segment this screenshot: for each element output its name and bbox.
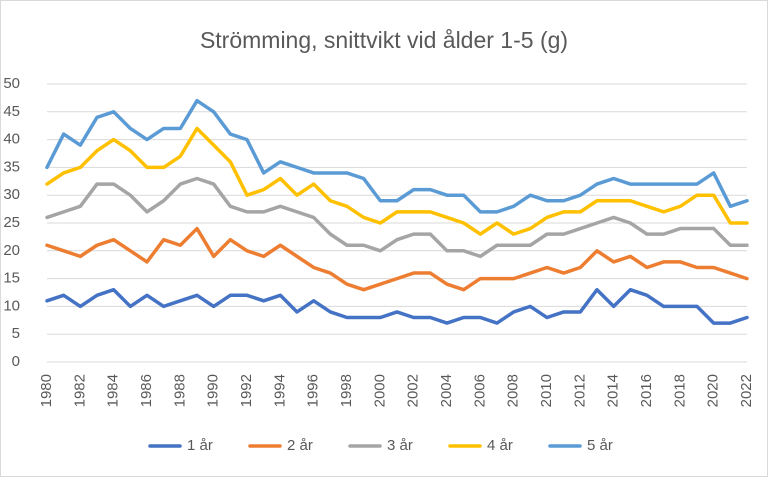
series-line xyxy=(45,98,749,214)
legend-label: 1 år xyxy=(187,437,213,454)
x-tick-label: 2018 xyxy=(671,374,688,407)
legend-label: 5 år xyxy=(587,437,613,454)
x-tick-label: 2000 xyxy=(371,374,388,407)
x-tick-label: 1980 xyxy=(38,374,55,407)
x-tick-label: 2002 xyxy=(405,374,422,407)
x-tick-label: 1998 xyxy=(338,374,355,407)
legend-label: 4 år xyxy=(487,437,513,454)
y-tick-label: 25 xyxy=(3,214,20,231)
x-tick-label: 2016 xyxy=(638,374,655,407)
y-tick-label: 20 xyxy=(3,242,20,259)
x-tick-label: 2014 xyxy=(605,374,622,407)
series-line xyxy=(45,287,749,325)
x-tick-label: 2020 xyxy=(705,374,722,407)
legend-label: 3 år xyxy=(387,437,413,454)
x-tick-label: 1988 xyxy=(171,374,188,407)
y-tick-label: 15 xyxy=(3,270,20,287)
y-tick-label: 40 xyxy=(3,131,20,148)
y-tick-label: 0 xyxy=(12,353,20,370)
y-tick-label: 35 xyxy=(3,158,20,175)
x-tick-label: 2012 xyxy=(571,374,588,407)
x-tick-label: 2022 xyxy=(738,374,755,407)
x-tick-label: 1986 xyxy=(138,374,155,407)
x-tick-label: 1982 xyxy=(71,374,88,407)
y-tick-label: 10 xyxy=(3,297,20,314)
y-tick-label: 30 xyxy=(3,186,20,203)
x-tick-label: 1992 xyxy=(238,374,255,407)
y-tick-label: 5 xyxy=(12,325,20,342)
y-tick-label: 50 xyxy=(3,75,20,92)
x-tick-label: 1996 xyxy=(305,374,322,407)
y-tick-label: 45 xyxy=(3,103,20,120)
x-tick-label: 1990 xyxy=(205,374,222,407)
x-tick-label: 2008 xyxy=(505,374,522,407)
x-tick-label: 2004 xyxy=(438,374,455,407)
legend-label: 2 år xyxy=(287,437,313,454)
x-tick-label: 2010 xyxy=(538,374,555,407)
series-line xyxy=(45,176,749,259)
x-tick-label: 1994 xyxy=(271,374,288,407)
chart-title: Strömming, snittvikt vid ålder 1-5 (g) xyxy=(200,27,568,53)
x-tick-label: 1984 xyxy=(105,374,122,407)
series-line xyxy=(45,126,749,236)
series-line xyxy=(45,226,749,292)
x-tick-label: 2006 xyxy=(471,374,488,407)
